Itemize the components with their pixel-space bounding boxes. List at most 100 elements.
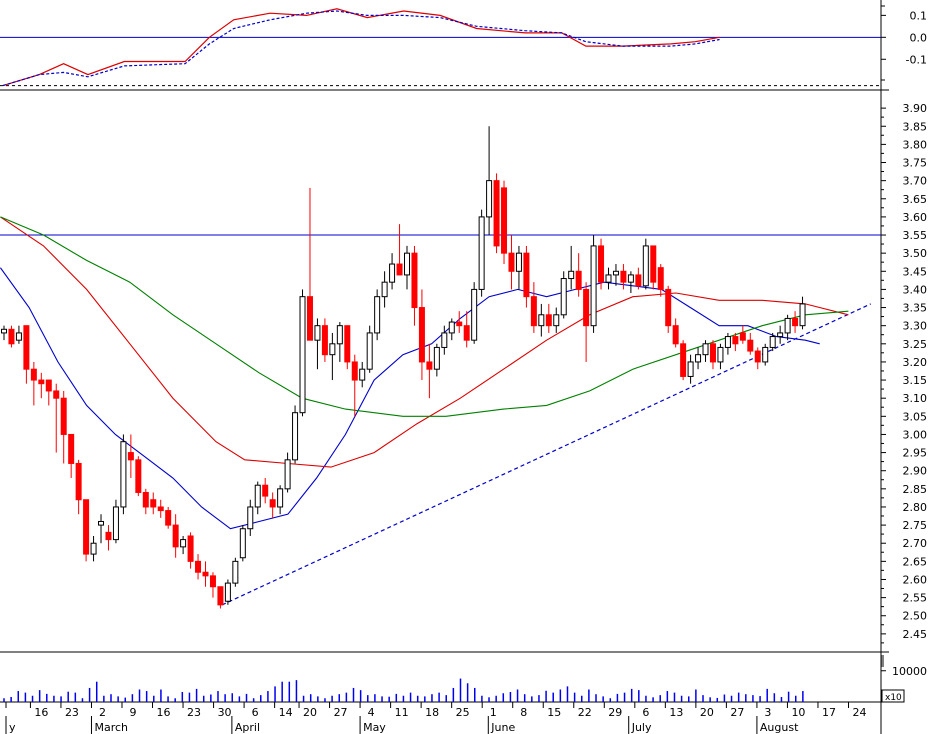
candle-down (135, 459, 142, 493)
price-tick-label: 2.90 (903, 465, 928, 478)
candle-down (411, 252, 418, 309)
candle-down (732, 336, 739, 345)
candle-down (30, 368, 37, 381)
candle-down (150, 499, 157, 508)
candle-down (8, 328, 15, 345)
candle-up (724, 336, 731, 348)
volume-panel: 10000 x10 (3, 655, 927, 703)
candle-up (292, 412, 299, 461)
candle-up (284, 459, 291, 490)
candle-down (38, 379, 45, 385)
candle-down (754, 350, 761, 363)
candle-up (515, 252, 522, 272)
price-tick-label: 3.15 (903, 374, 928, 387)
time-tick-label: 27 (730, 706, 744, 719)
moving-average-mid-line (0, 216, 849, 468)
price-tick-label: 3.60 (903, 211, 928, 224)
candle-down (142, 491, 149, 508)
candle-up (695, 354, 702, 363)
candle-down (493, 180, 500, 247)
time-tick-label: 6 (642, 706, 649, 719)
candle-up (366, 332, 373, 370)
time-tick-label: 23 (65, 706, 79, 719)
price-tick-label: 2.45 (903, 628, 928, 641)
candle-down (456, 321, 463, 327)
candle-down (620, 270, 627, 283)
price-panel: 3.90 3.85 3.80 3.75 3.70 3.65 3.60 3.55 3.50 3.45… (0, 102, 928, 644)
price-tick-label: 2.50 (903, 610, 928, 623)
candle-down (165, 510, 172, 526)
candle-down (672, 325, 679, 345)
time-tick-label: 20 (700, 706, 714, 719)
candle-down (68, 433, 75, 464)
candle-down (575, 270, 582, 290)
candle-down (657, 267, 664, 290)
candle-down (157, 506, 164, 512)
candle-up (90, 542, 97, 555)
time-tick-label: 14 (279, 706, 293, 719)
time-tick-label: 11 (395, 706, 409, 719)
time-tick-label: 25 (456, 706, 470, 719)
price-tick-label: 3.00 (903, 428, 928, 441)
candle-down (351, 361, 358, 381)
candle-down (530, 296, 537, 327)
price-tick-label: 3.30 (903, 320, 928, 333)
candle-down (501, 187, 508, 254)
volume-tick-label: 10000 (892, 665, 927, 678)
candle-up (627, 274, 634, 283)
candle-down (523, 252, 530, 298)
candle-up (590, 245, 597, 327)
price-tick-label: 2.85 (903, 483, 928, 496)
support-trendline (221, 303, 871, 606)
time-axis: 16 23 2 9 16 23 30 6 14 20 27 4 11 18 25 1 8 15 22 29 6 13 20 2… (5, 702, 866, 734)
price-tick-label: 3.75 (903, 157, 928, 170)
price-tick-label: 2.70 (903, 537, 928, 550)
candle-up (389, 263, 396, 283)
time-tick-label: 20 (303, 706, 317, 719)
candle-up (471, 288, 478, 341)
candle-up (762, 346, 769, 363)
candle-up (717, 346, 724, 363)
price-tick-label: 2.95 (903, 447, 928, 460)
candle-down (23, 325, 30, 370)
candle-down (53, 390, 60, 399)
time-tick-label: 10 (791, 706, 805, 719)
candle-up (247, 506, 254, 530)
candle-up (687, 361, 694, 377)
candle-down (105, 531, 112, 541)
candle-up (15, 332, 22, 341)
candle-up (448, 321, 455, 334)
candle-up (224, 582, 231, 602)
candle-up (568, 270, 575, 280)
candle-down (747, 339, 754, 352)
price-tick-label: 2.65 (903, 555, 928, 568)
price-tick-label: 3.10 (903, 392, 928, 405)
candle-up (777, 332, 784, 338)
candle-up (799, 303, 806, 327)
time-tick-label: 3 (764, 706, 771, 719)
price-tick-label: 2.60 (903, 573, 928, 586)
time-tick-label: 17 (822, 706, 836, 719)
candle-down (209, 575, 216, 588)
candle-down (426, 361, 433, 370)
candle-up (98, 520, 105, 526)
candle-up (299, 296, 306, 414)
oscillator-tick-label: -0.1 (906, 53, 927, 66)
time-tick-label: 13 (669, 706, 683, 719)
time-tick-label: 9 (129, 706, 136, 719)
candle-up (314, 325, 321, 341)
candle-up (433, 346, 440, 370)
price-tick-label: 2.80 (903, 501, 928, 514)
candle-down (344, 325, 351, 363)
oscillator-panel: 0.1 0.0 -0.1 (0, 5, 927, 87)
price-tick-label: 3.85 (903, 120, 928, 133)
candle-down (463, 325, 470, 341)
candle-up (1, 328, 7, 334)
candle-up (374, 296, 381, 334)
candle-up (560, 278, 567, 316)
chart-frame (0, 0, 889, 734)
time-tick-label: 16 (34, 706, 48, 719)
price-tick-label: 3.05 (903, 410, 928, 423)
candle-up (441, 332, 448, 348)
month-label: y (9, 721, 16, 734)
